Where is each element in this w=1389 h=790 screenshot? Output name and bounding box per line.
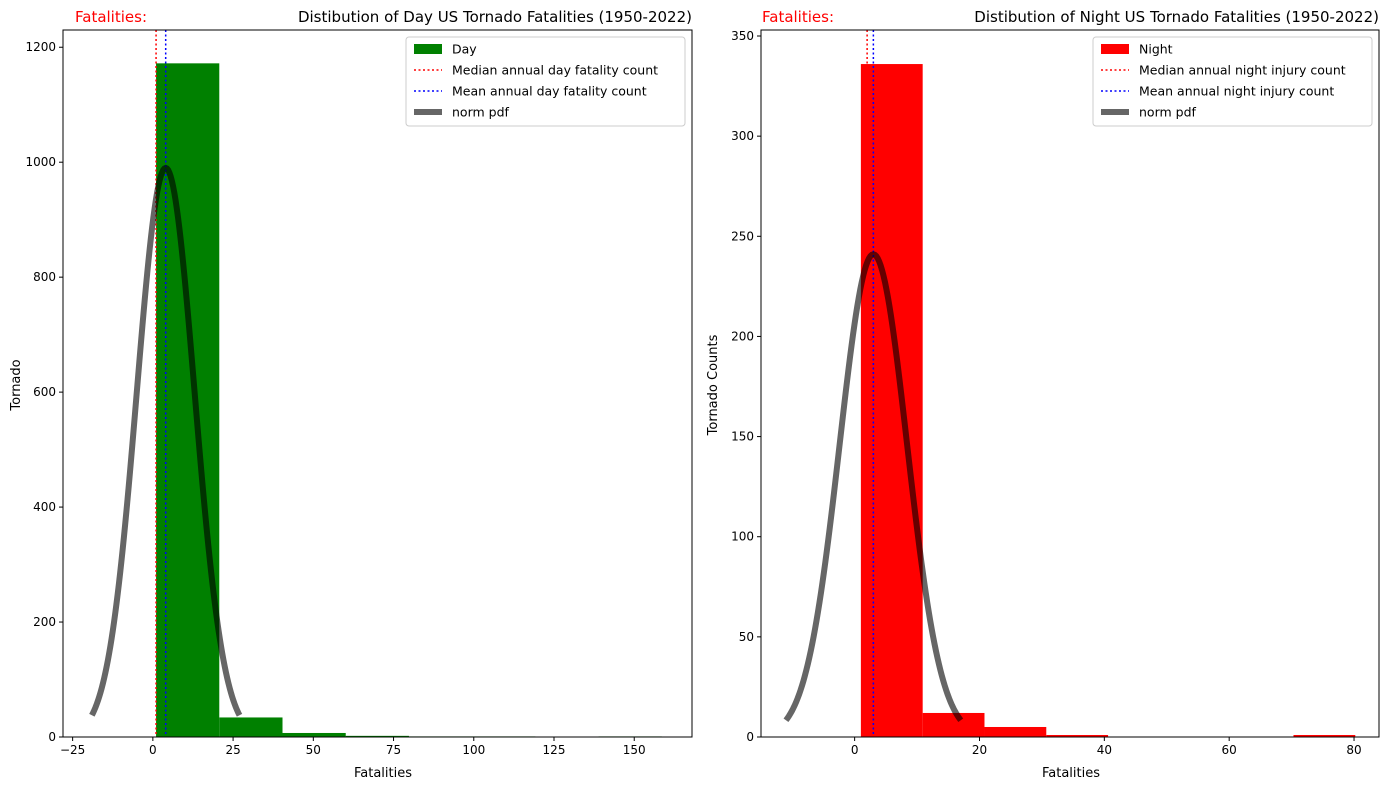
- chart-title: Distibution of Night US Tornado Fataliti…: [974, 8, 1379, 26]
- histogram-bar: [156, 63, 220, 737]
- y-tick-label: 400: [33, 500, 56, 514]
- x-axis-label: Fatalities: [1042, 766, 1100, 781]
- x-tick-label: 40: [1097, 743, 1112, 757]
- x-tick-label: 60: [1222, 743, 1237, 757]
- y-tick-label: 100: [731, 530, 754, 544]
- y-tick-label: 0: [746, 730, 754, 744]
- x-tick-label: −25: [60, 743, 85, 757]
- x-tick-label: 150: [623, 743, 646, 757]
- histogram-bar: [1293, 734, 1356, 737]
- x-tick-label: 0: [851, 743, 859, 757]
- axes-frame: [760, 29, 1380, 738]
- histogram-bar: [219, 717, 283, 737]
- y-tick-label: 200: [731, 329, 754, 343]
- norm-pdf-curve: [89, 164, 243, 717]
- y-axis-label: Tornado: [9, 359, 24, 411]
- x-tick-label: 25: [225, 743, 240, 757]
- legend-label: norm pdf: [452, 105, 510, 120]
- legend-box: [1092, 36, 1373, 127]
- axes-frame: [62, 29, 693, 738]
- chart-title-left: Fatalities:: [75, 8, 147, 26]
- plot-area: [783, 30, 1356, 737]
- y-tick-label: 600: [33, 385, 56, 399]
- x-tick-label: 0: [149, 743, 157, 757]
- histogram-bar: [282, 732, 346, 737]
- legend-label: Median annual day fatality count: [452, 63, 658, 78]
- histogram-bar: [922, 712, 985, 737]
- histogram-bar: [860, 64, 923, 737]
- histogram-bar: [984, 726, 1047, 737]
- legend-swatch: [414, 44, 442, 54]
- legend: Day Median annual day fatality count Mean …: [405, 36, 686, 127]
- x-tick-label: 20: [972, 743, 987, 757]
- histogram-bar: [345, 735, 409, 737]
- chart-title: Distibution of Day US Tornado Fatalities…: [298, 8, 692, 26]
- day-fatalities-chart: Fatalities: Distibution of Day US Tornad…: [9, 8, 693, 781]
- x-tick-label: 80: [1346, 743, 1361, 757]
- legend-label: Median annual night injury count: [1139, 63, 1346, 78]
- y-tick-label: 1200: [25, 40, 56, 54]
- norm-pdf-curve: [783, 251, 964, 723]
- x-tick-label: 75: [386, 743, 401, 757]
- legend-label: Day: [452, 42, 477, 57]
- legend-label: Night: [1139, 42, 1173, 57]
- legend-label: Mean annual night injury count: [1139, 84, 1334, 99]
- x-tick-label: 50: [306, 743, 321, 757]
- legend-box: [405, 36, 686, 127]
- y-tick-label: 0: [48, 730, 56, 744]
- y-tick-label: 150: [731, 430, 754, 444]
- x-axis-label: Fatalities: [354, 766, 412, 781]
- y-tick-label: 300: [731, 129, 754, 143]
- chart-title-left: Fatalities:: [762, 8, 834, 26]
- plot-area: [89, 30, 662, 737]
- y-tick-label: 800: [33, 270, 56, 284]
- x-tick-label: 125: [543, 743, 566, 757]
- y-tick-label: 200: [33, 615, 56, 629]
- y-tick-label: 250: [731, 229, 754, 243]
- y-axis-label: Tornado Counts: [706, 334, 721, 436]
- y-tick-label: 1000: [25, 155, 56, 169]
- x-tick-label: 100: [462, 743, 485, 757]
- histogram-bar: [1046, 734, 1109, 737]
- legend-label: norm pdf: [1139, 105, 1197, 120]
- night-fatalities-chart: Fatalities: Distibution of Night US Torn…: [706, 8, 1380, 781]
- legend: Night Median annual night injury count Mea…: [1092, 36, 1373, 127]
- y-tick-label: 50: [739, 630, 754, 644]
- y-tick-label: 350: [731, 29, 754, 43]
- legend-label: Mean annual day fatality count: [452, 84, 647, 99]
- legend-swatch: [1101, 44, 1129, 54]
